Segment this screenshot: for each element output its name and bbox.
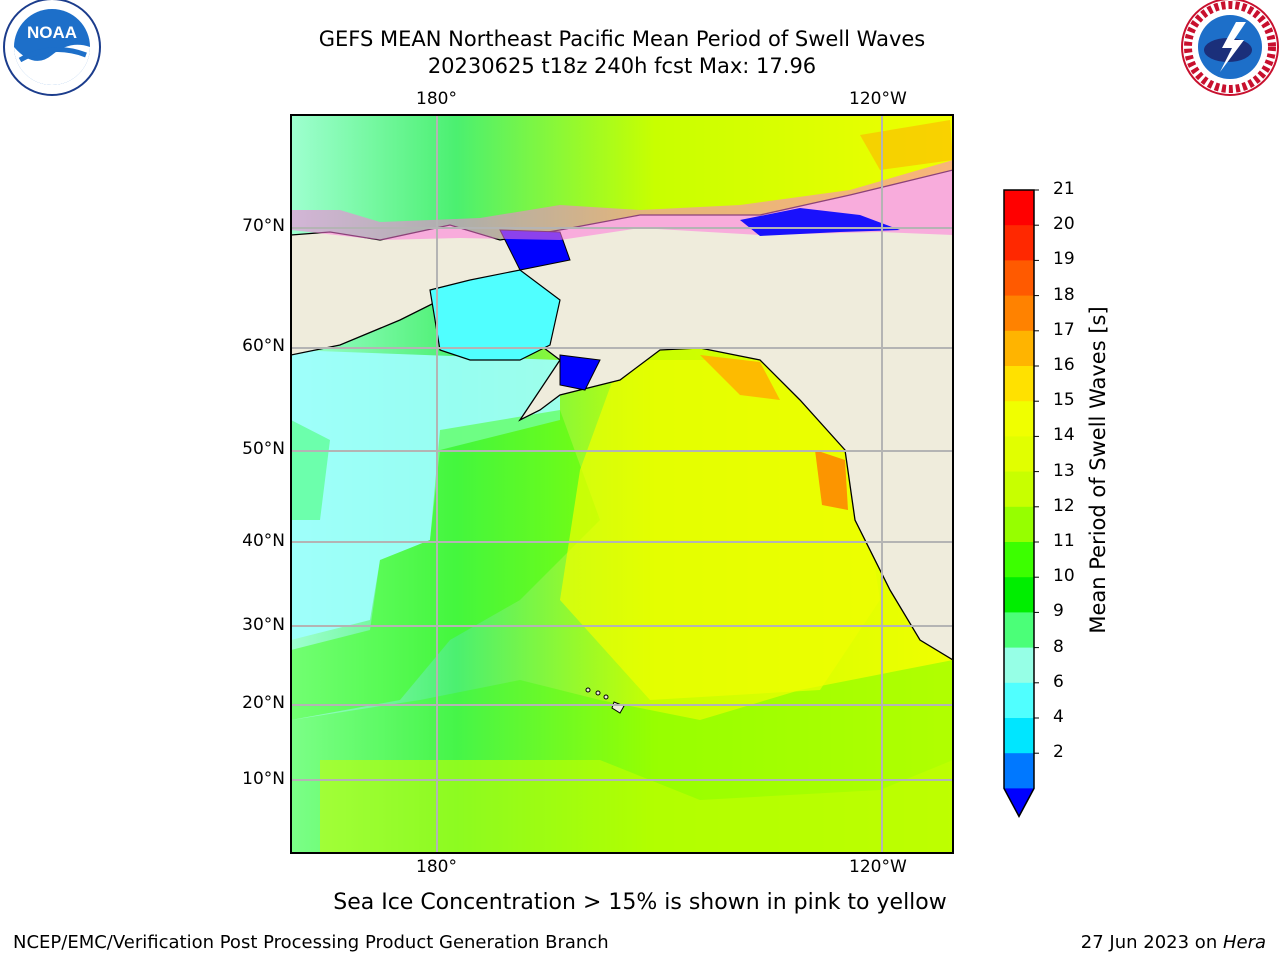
footer-machine: Hera: [1222, 932, 1266, 953]
colorbar-segment: [1004, 225, 1034, 261]
colorbar-tick-label: 20: [1053, 214, 1075, 235]
lon-label-top-120w: 120°W: [849, 89, 907, 109]
colorbar-segment: [1004, 647, 1034, 684]
lat-label-40n: 40°N: [242, 531, 285, 551]
colorbar-tick-label: 10: [1053, 566, 1075, 587]
colorbar-tick-label: 14: [1053, 425, 1075, 446]
lat-label-30n: 30°N: [242, 615, 285, 635]
colorbar-segment: [1004, 718, 1034, 754]
colorbar-tick-label: 21: [1053, 179, 1075, 199]
lon-label-bottom-120w: 120°W: [849, 857, 907, 877]
chart-title: GEFS MEAN Northeast Pacific Mean Period …: [318, 27, 926, 51]
lon-label-top-180: 180°: [416, 89, 457, 109]
colorbar-segment: [1004, 295, 1034, 332]
colorbar-tick-label: 11: [1053, 531, 1075, 551]
map-frame: [290, 114, 954, 854]
footer-date: 27 Jun 2023 on Hera: [1081, 932, 1266, 953]
colorbar-tick-label: 9: [1053, 601, 1064, 622]
lat-label-60n: 60°N: [242, 336, 285, 356]
colorbar-segment: [1004, 506, 1034, 543]
colorbar-segment: [1004, 366, 1034, 402]
colorbar-segment: [1004, 577, 1034, 613]
sea-ice-note: Sea Ice Concentration > 15% is shown in …: [333, 890, 947, 915]
lat-label-50n: 50°N: [242, 439, 285, 459]
colorbar-tick-label: 19: [1053, 249, 1075, 270]
lat-label-20n: 20°N: [242, 693, 285, 713]
colorbar-tick-label: 16: [1053, 355, 1075, 375]
colorbar-segment: [1004, 542, 1034, 578]
colorbar-tick-label: 4: [1053, 707, 1064, 727]
colorbar-tick-label: 2: [1053, 742, 1064, 763]
colorbar-title: Mean Period of Swell Waves [s]: [1086, 306, 1110, 634]
footer-credit: NCEP/EMC/Verification Post Processing Pr…: [13, 932, 609, 953]
colorbar-segment: [1004, 190, 1034, 226]
footer-date-text: 27 Jun 2023 on: [1080, 932, 1223, 953]
colorbar-tick-label: 13: [1053, 460, 1075, 481]
colorbar-tick-label: 17: [1053, 319, 1075, 340]
colorbar-segment: [1004, 260, 1034, 297]
map-panel: [291, 115, 953, 853]
colorbar-segment: [1004, 401, 1034, 437]
noaa-logo: NOAA: [3, 0, 101, 96]
colorbar-tick-label: 12: [1053, 495, 1075, 516]
lon-label-bottom-180: 180°: [416, 857, 457, 877]
colorbar-segment: [1004, 330, 1034, 367]
colorbar-extend-arrow: [1004, 788, 1034, 817]
colorbar-segment: [1004, 753, 1034, 789]
colorbar-tick-label: 18: [1053, 284, 1075, 305]
colorbar-tick-label: 15: [1053, 390, 1075, 411]
lat-label-70n: 70°N: [242, 216, 285, 236]
colorbar-tick-label: 8: [1053, 636, 1064, 657]
colorbar: [1003, 189, 1039, 818]
colorbar-segment: [1004, 436, 1034, 473]
colorbar-segment: [1004, 612, 1034, 649]
colorbar-segment: [1004, 682, 1034, 719]
chart-subtitle: 20230625 t18z 240h fcst Max: 17.96: [427, 54, 817, 78]
low-period-region: [291, 350, 560, 640]
national-weather-service-logo: [1181, 0, 1279, 96]
colorbar-segment: [1004, 471, 1034, 508]
graticule: [291, 115, 953, 853]
lat-label-10n: 10°N: [242, 769, 285, 789]
colorbar-tick-label: 6: [1053, 671, 1064, 692]
noaa-logo-text: NOAA: [27, 23, 77, 42]
